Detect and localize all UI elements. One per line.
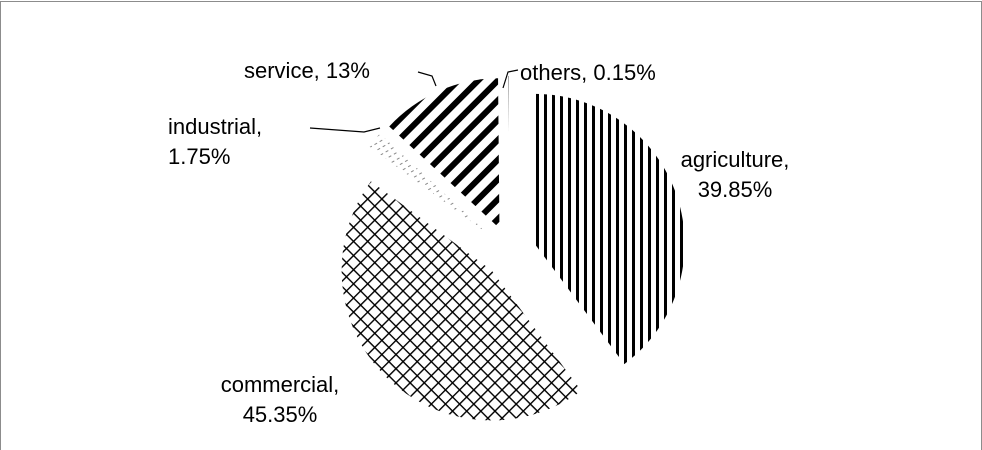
data-label: agriculture, 39.85% <box>680 147 790 202</box>
leader-line <box>502 69 519 89</box>
data-label: others, 0.15% <box>520 60 656 85</box>
pie-slice <box>341 181 582 421</box>
data-label: service, 13% <box>244 58 370 83</box>
pie-slice <box>389 78 500 229</box>
pie-slice <box>534 93 685 365</box>
pie-slice <box>369 133 490 236</box>
data-label: commercial, 45.35% <box>220 372 340 427</box>
data-label: industrial, 1.75% <box>168 114 263 169</box>
pie-slice <box>508 76 510 227</box>
leader-line <box>417 71 437 87</box>
leader-line <box>309 127 381 133</box>
